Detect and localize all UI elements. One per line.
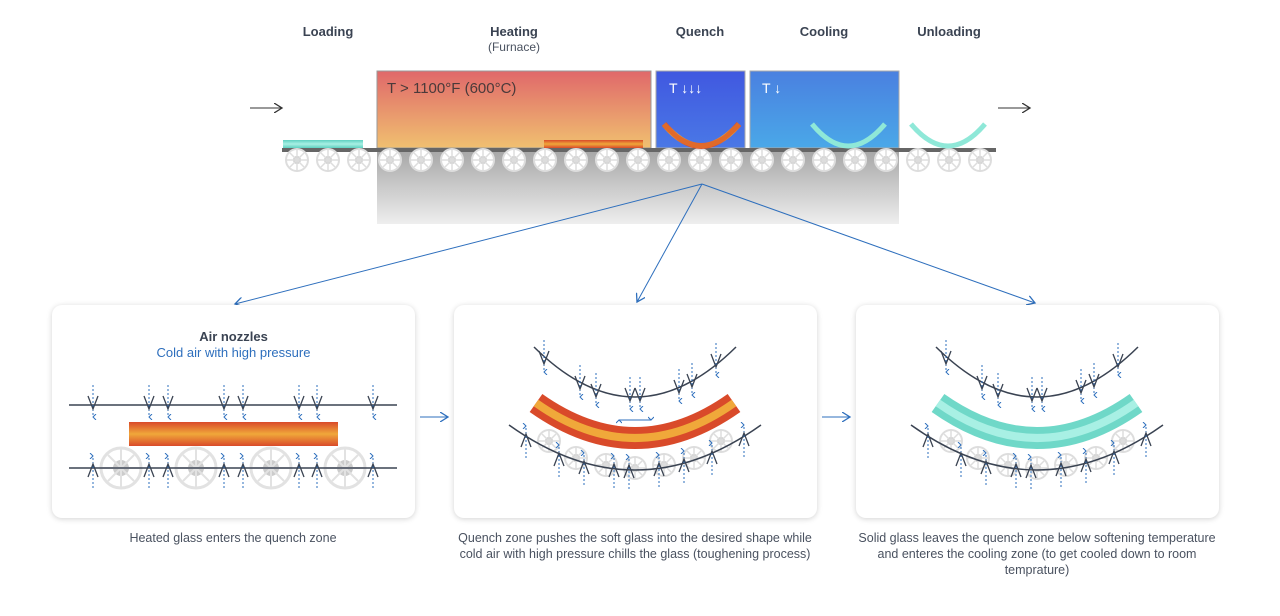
stage-loading-label: Loading — [302, 24, 354, 39]
stage-quench-label: Quench — [675, 24, 725, 39]
caption-2: Quench zone pushes the soft glass into t… — [458, 531, 812, 561]
flat-quench-illustration — [69, 305, 397, 490]
furnace-zone — [376, 70, 652, 149]
bent-glass-quench-stroke — [662, 122, 741, 149]
top-nozzles — [88, 385, 378, 417]
caption-3: Solid glass leaves the quench zone below… — [858, 531, 1216, 577]
panel-quench-shaping — [454, 305, 817, 518]
callout-line-2 — [637, 183, 703, 302]
solid-glass-illustration — [910, 305, 1164, 518]
bent-glass-unloading — [909, 122, 987, 149]
heated-glass-furnace — [544, 140, 643, 148]
quench-bending-illustration — [508, 305, 762, 518]
callout-line-3 — [701, 183, 1035, 303]
cooling-temperature: T ↓ — [762, 80, 782, 96]
conveyor-rollers — [285, 148, 992, 172]
panel-solid-glass — [856, 305, 1219, 518]
caption-1: Heated glass enters the quench zone — [129, 531, 337, 545]
air-nozzles-subtitle: Cold air with high pressure — [156, 345, 311, 360]
bent-glass-cooling — [810, 122, 887, 149]
furnace-temperature: T > 1100°F (600°C) — [387, 80, 517, 97]
stage-cooling-label: Cooling — [799, 24, 849, 39]
flat-glass-loading — [283, 140, 363, 148]
stage-unloading-label: Unloading — [917, 24, 981, 39]
stage-heating-sublabel: (Furnace) — [487, 40, 540, 54]
air-nozzles-title: Air nozzles — [199, 329, 268, 344]
heated-glass — [129, 422, 338, 446]
stage-heating-label: Heating — [490, 24, 538, 39]
quench-temperature: T ↓↓↓ — [669, 80, 703, 96]
callout-line-1 — [235, 183, 703, 304]
panel-heated-glass: Air nozzles Cold air with high pressure — [52, 305, 415, 518]
